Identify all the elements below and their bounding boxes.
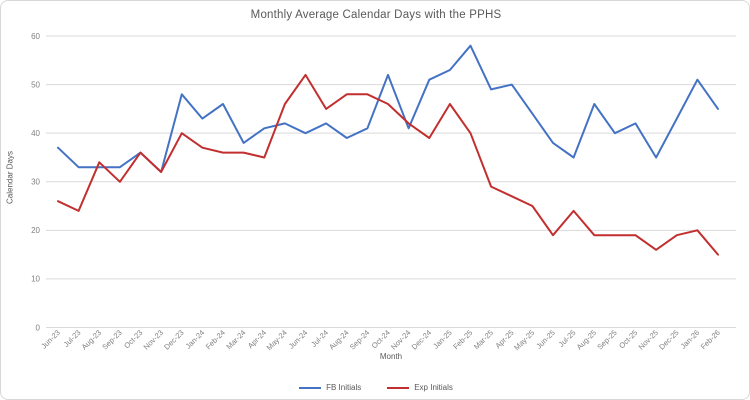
x-tick-label-May-25: May-25 <box>512 328 536 352</box>
x-tick-label-Sep-23: Sep-23 <box>100 328 123 351</box>
x-tick-label-Jan-25: Jan-25 <box>431 328 454 351</box>
x-tick-label-Mar-25: Mar-25 <box>472 328 495 351</box>
legend-item-fb-initials[interactable]: FB Initials <box>299 383 361 392</box>
y-tick-label-0: 0 <box>36 323 41 332</box>
y-tick-label-60: 60 <box>31 32 40 41</box>
x-tick-label-Jun-25: Jun-25 <box>534 328 557 351</box>
x-tick-label-Sep-25: Sep-25 <box>595 328 618 351</box>
x-tick-label-Aug-23: Aug-23 <box>80 328 103 351</box>
x-tick-label-Jan-24: Jan-24 <box>184 328 207 351</box>
y-tick-label-50: 50 <box>31 80 40 89</box>
x-tick-label-Oct-24: Oct-24 <box>370 328 392 350</box>
x-tick-label-Jan-26: Jan-26 <box>679 328 702 351</box>
x-tick-label-Oct-23: Oct-23 <box>122 328 144 350</box>
legend-label: Exp Initials <box>414 383 453 392</box>
legend: FB Initials Exp Initials <box>1 383 749 392</box>
x-tick-label-Dec-25: Dec-25 <box>657 328 680 351</box>
x-tick-label-Aug-25: Aug-25 <box>575 328 598 351</box>
legend-label: FB Initials <box>326 383 362 392</box>
x-tick-label-Nov-24: Nov-24 <box>389 328 412 351</box>
y-tick-label-40: 40 <box>31 129 40 138</box>
x-tick-label-May-24: May-24 <box>265 328 289 352</box>
x-tick-label-Nov-23: Nov-23 <box>142 328 165 351</box>
x-axis-title: Month <box>379 352 403 361</box>
x-tick-label-Jun-24: Jun-24 <box>287 328 310 351</box>
x-tick-label-Sep-24: Sep-24 <box>348 328 371 351</box>
legend-line-swatch-blue <box>299 386 322 389</box>
x-tick-label-Mar-24: Mar-24 <box>224 328 247 351</box>
x-tick-label-Oct-25: Oct-25 <box>617 328 639 350</box>
y-axis-title: Calendar Days <box>5 151 15 204</box>
x-tick-label-Jun-23: Jun-23 <box>39 328 62 351</box>
y-tick-label-20: 20 <box>31 226 40 235</box>
x-tick-label-Nov-25: Nov-25 <box>637 328 660 351</box>
series-line-exp-initials <box>57 73 719 256</box>
x-tick-label-Feb-26: Feb-26 <box>699 328 722 351</box>
y-tick-label-10: 10 <box>31 275 40 284</box>
x-tick-label-Feb-25: Feb-25 <box>451 328 474 351</box>
chart-title: Monthly Average Calendar Days with the P… <box>250 9 502 21</box>
series-line-fb-initials <box>57 44 719 173</box>
x-tick-label-Dec-23: Dec-23 <box>162 328 185 351</box>
legend-line-swatch-red <box>387 386 410 389</box>
x-tick-label-Dec-24: Dec-24 <box>410 328 433 351</box>
x-tick-label-Feb-24: Feb-24 <box>204 328 227 351</box>
legend-item-exp-initials[interactable]: Exp Initials <box>387 383 453 392</box>
x-tick-label-Aug-24: Aug-24 <box>327 328 350 351</box>
y-tick-label-30: 30 <box>31 178 40 187</box>
